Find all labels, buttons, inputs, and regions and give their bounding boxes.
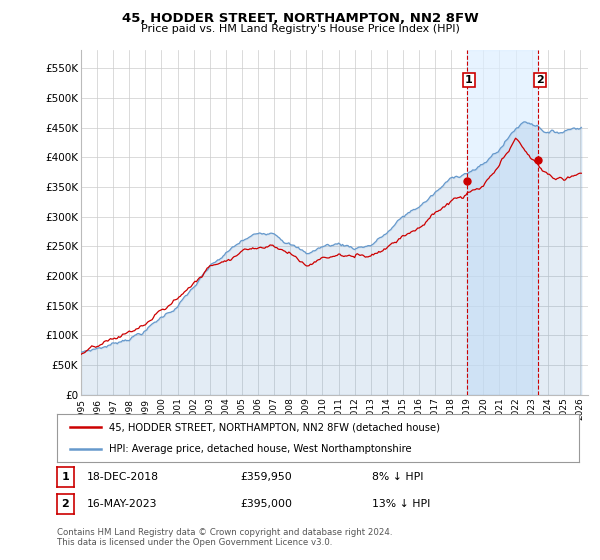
Text: 16-MAY-2023: 16-MAY-2023 — [87, 499, 157, 509]
Text: 13% ↓ HPI: 13% ↓ HPI — [372, 499, 430, 509]
Text: 45, HODDER STREET, NORTHAMPTON, NN2 8FW (detached house): 45, HODDER STREET, NORTHAMPTON, NN2 8FW … — [109, 422, 440, 432]
Text: 2: 2 — [536, 75, 544, 85]
Text: 1: 1 — [62, 472, 69, 482]
Text: £359,950: £359,950 — [240, 472, 292, 482]
Text: HPI: Average price, detached house, West Northamptonshire: HPI: Average price, detached house, West… — [109, 444, 412, 454]
Text: Contains HM Land Registry data © Crown copyright and database right 2024.
This d: Contains HM Land Registry data © Crown c… — [57, 528, 392, 547]
Bar — [467, 50, 538, 395]
Text: 8% ↓ HPI: 8% ↓ HPI — [372, 472, 424, 482]
Text: 18-DEC-2018: 18-DEC-2018 — [87, 472, 159, 482]
Text: 1: 1 — [465, 75, 473, 85]
Text: Price paid vs. HM Land Registry's House Price Index (HPI): Price paid vs. HM Land Registry's House … — [140, 24, 460, 34]
Text: 45, HODDER STREET, NORTHAMPTON, NN2 8FW: 45, HODDER STREET, NORTHAMPTON, NN2 8FW — [122, 12, 478, 25]
Text: £395,000: £395,000 — [240, 499, 292, 509]
Text: 2: 2 — [62, 499, 69, 509]
